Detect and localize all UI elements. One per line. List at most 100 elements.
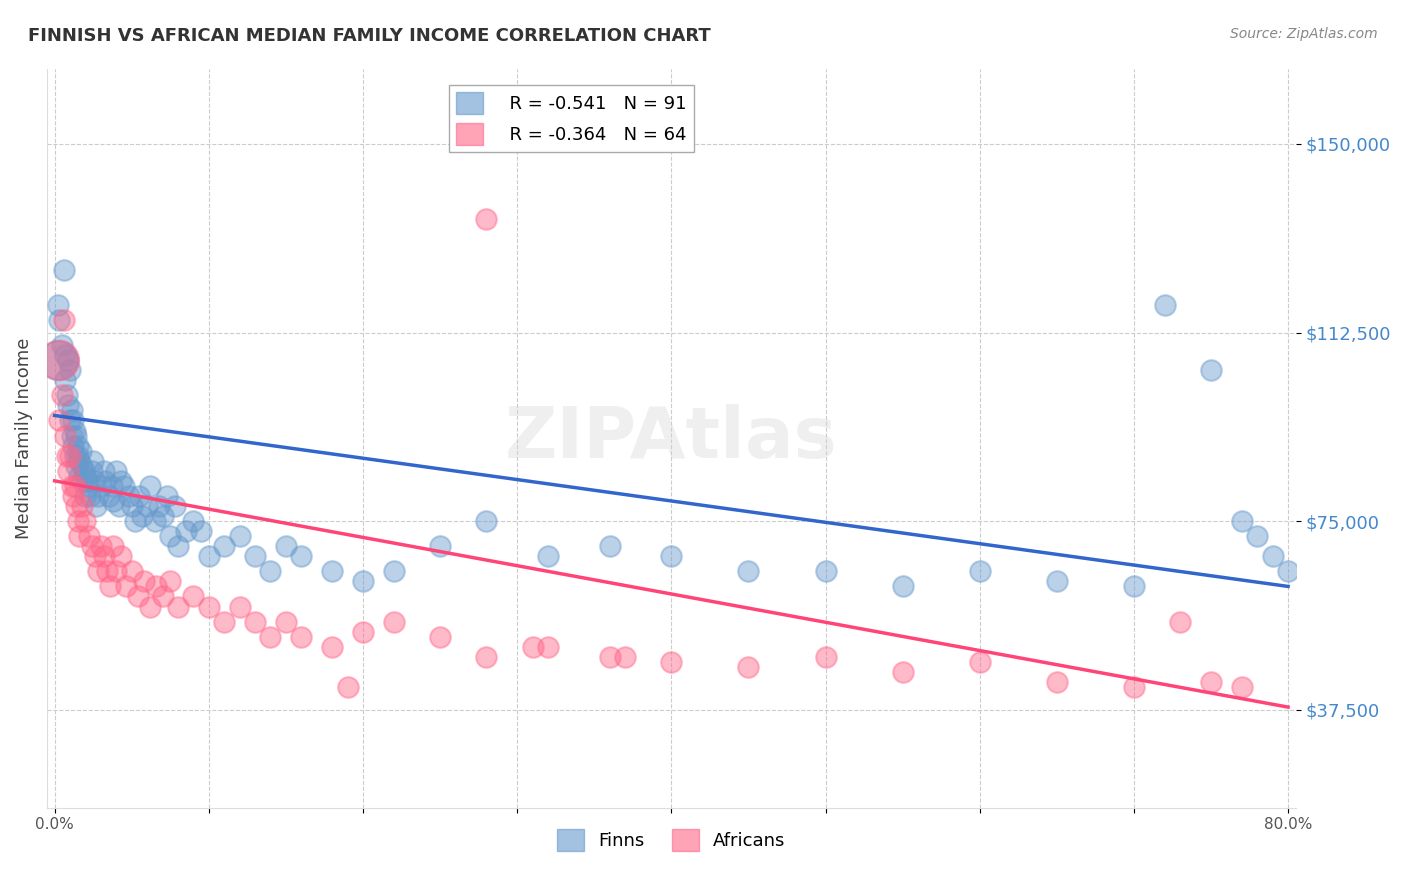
Point — [103, 494, 125, 508]
Point — [87, 489, 110, 503]
Point — [87, 565, 110, 579]
Point — [145, 579, 167, 593]
Point — [63, 479, 86, 493]
Point — [659, 655, 682, 669]
Text: ZIPAtlas: ZIPAtlas — [505, 403, 838, 473]
Point — [131, 509, 153, 524]
Y-axis label: Median Family Income: Median Family Income — [15, 337, 32, 539]
Point — [274, 539, 297, 553]
Point — [52, 313, 75, 327]
Point — [58, 353, 80, 368]
Point — [112, 479, 135, 493]
Point — [475, 212, 498, 227]
Point — [599, 649, 621, 664]
Point — [94, 474, 117, 488]
Point — [1230, 680, 1253, 694]
Point — [62, 439, 84, 453]
Point — [1168, 615, 1191, 629]
Point — [1199, 675, 1222, 690]
Point — [105, 464, 128, 478]
Point — [55, 373, 77, 387]
Point — [77, 479, 100, 493]
Point — [139, 479, 162, 493]
Point — [67, 529, 90, 543]
Point — [148, 499, 170, 513]
Point — [110, 549, 132, 564]
Point — [737, 660, 759, 674]
Point — [55, 428, 77, 442]
Point — [1261, 549, 1284, 564]
Point — [429, 630, 451, 644]
Point — [58, 464, 80, 478]
Point — [197, 599, 219, 614]
Point — [1277, 565, 1299, 579]
Point — [55, 348, 77, 362]
Point — [48, 353, 70, 368]
Point — [72, 499, 94, 513]
Point — [159, 574, 181, 589]
Point — [891, 665, 914, 679]
Point — [79, 489, 101, 503]
Point — [382, 565, 405, 579]
Point — [228, 599, 250, 614]
Point — [46, 353, 69, 368]
Point — [84, 499, 107, 513]
Point — [65, 499, 87, 513]
Point — [67, 468, 90, 483]
Text: Source: ZipAtlas.com: Source: ZipAtlas.com — [1230, 27, 1378, 41]
Point — [66, 514, 89, 528]
Point — [537, 640, 560, 654]
Point — [321, 640, 343, 654]
Point — [108, 499, 131, 513]
Point — [382, 615, 405, 629]
Point — [614, 649, 637, 664]
Point — [128, 489, 150, 503]
Point — [63, 449, 86, 463]
Point — [124, 514, 146, 528]
Point — [274, 615, 297, 629]
Point — [127, 590, 149, 604]
Point — [1246, 529, 1268, 543]
Point — [174, 524, 197, 538]
Point — [969, 655, 991, 669]
Point — [429, 539, 451, 553]
Point — [243, 549, 266, 564]
Point — [259, 630, 281, 644]
Point — [152, 509, 174, 524]
Point — [243, 615, 266, 629]
Point — [163, 499, 186, 513]
Point — [121, 499, 143, 513]
Point — [117, 489, 139, 503]
Point — [132, 574, 155, 589]
Point — [46, 298, 69, 312]
Point — [69, 443, 91, 458]
Point — [59, 363, 82, 377]
Point — [522, 640, 544, 654]
Point — [98, 579, 121, 593]
Point — [105, 565, 128, 579]
Point — [352, 624, 374, 639]
Point — [290, 630, 312, 644]
Point — [103, 539, 125, 553]
Point — [159, 529, 181, 543]
Point — [72, 458, 94, 473]
Point — [1046, 574, 1069, 589]
Point — [659, 549, 682, 564]
Point — [1230, 514, 1253, 528]
Point — [51, 338, 73, 352]
Point — [190, 524, 212, 538]
Point — [83, 474, 105, 488]
Point — [1122, 579, 1144, 593]
Legend:   R = -0.541   N = 91,   R = -0.364   N = 64: R = -0.541 N = 91, R = -0.364 N = 64 — [449, 85, 693, 153]
Point — [62, 489, 84, 503]
Point — [75, 514, 97, 528]
Point — [52, 262, 75, 277]
Point — [59, 413, 82, 427]
Point — [114, 579, 136, 593]
Point — [814, 649, 837, 664]
Point — [66, 439, 89, 453]
Point — [60, 403, 83, 417]
Point — [475, 514, 498, 528]
Point — [48, 413, 70, 427]
Point — [599, 539, 621, 553]
